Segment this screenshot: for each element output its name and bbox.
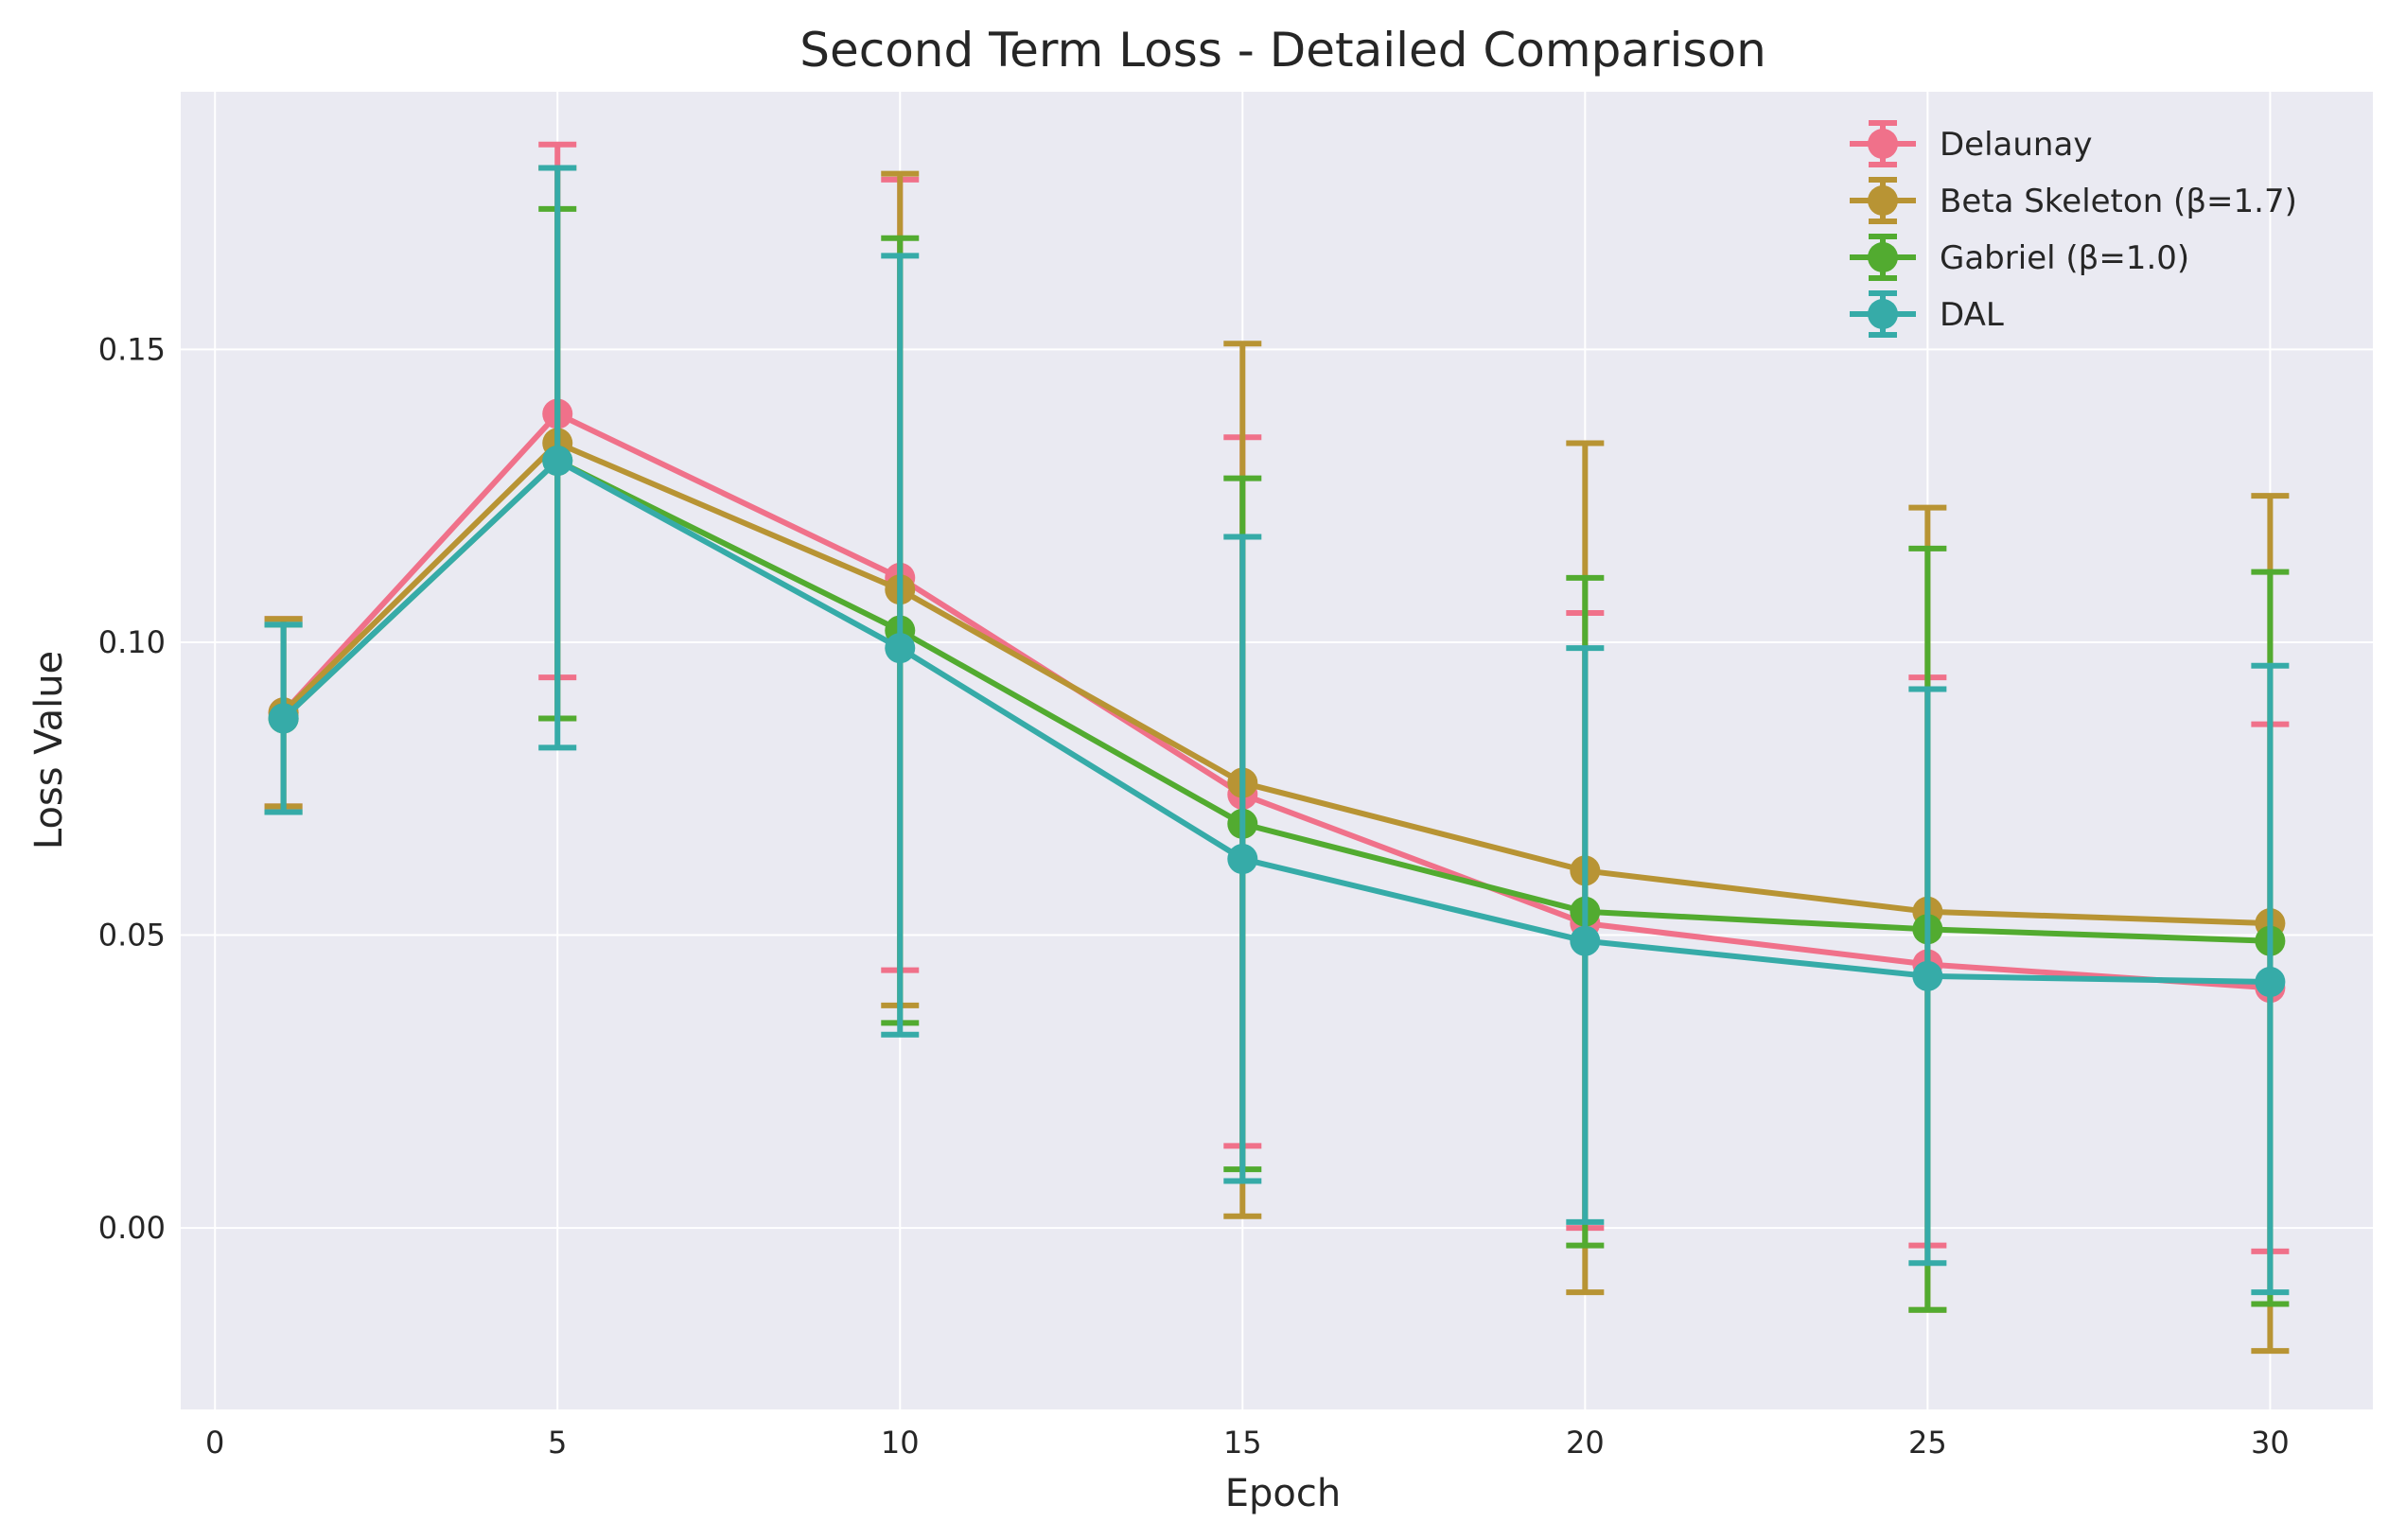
data-point-3-4 xyxy=(1570,925,1601,956)
x-tick-label-3: 15 xyxy=(1223,1425,1262,1461)
x-tick-label-6: 30 xyxy=(2251,1425,2290,1461)
data-point-3-3 xyxy=(1227,844,1258,875)
legend-entry-3: DAL xyxy=(1850,290,2004,338)
legend-entry-1: Beta Skeleton (β=1.7) xyxy=(1850,177,2297,224)
legend-label-3: DAL xyxy=(1940,296,2004,334)
x-tick-label-2: 10 xyxy=(881,1425,920,1461)
legend-label-1: Beta Skeleton (β=1.7) xyxy=(1940,183,2297,220)
legend: Delaunay Beta Skeleton (β=1.7) Gabriel (β=… xyxy=(1850,120,2297,338)
x-tick-label-5: 25 xyxy=(1908,1425,1947,1461)
legend-marker-1 xyxy=(1868,185,1898,216)
data-point-3-2 xyxy=(885,633,916,664)
x-tick-label-4: 20 xyxy=(1566,1425,1605,1461)
data-point-3-5 xyxy=(1912,960,1943,991)
data-point-3-1 xyxy=(542,446,573,477)
data-point-3-6 xyxy=(2255,967,2286,998)
legend-marker-0 xyxy=(1868,129,1898,159)
x-tick-label-0: 0 xyxy=(205,1425,224,1461)
plot-background xyxy=(181,92,2373,1409)
legend-entry-2: Gabriel (β=1.0) xyxy=(1850,234,2189,281)
y-tick-label-1: 0.05 xyxy=(98,918,166,954)
legend-marker-2 xyxy=(1868,242,1898,272)
x-axis-label: Epoch xyxy=(1225,1472,1341,1515)
series-layer xyxy=(264,141,2290,1355)
legend-label-0: Delaunay xyxy=(1940,126,2092,164)
y-tick-label-2: 0.10 xyxy=(98,624,166,660)
y-tick-label-3: 0.15 xyxy=(98,331,166,367)
y-axis-label: Loss Value xyxy=(27,651,71,849)
legend-entry-0: Delaunay xyxy=(1850,120,2092,167)
series-3 xyxy=(264,165,2290,1296)
y-tick-label-0: 0.00 xyxy=(98,1210,166,1246)
tick-labels: 0 5 10 15 20 25 30 0.00 0.05 0.10 0.15 xyxy=(98,331,2290,1461)
legend-label-2: Gabriel (β=1.0) xyxy=(1940,239,2189,277)
legend-marker-3 xyxy=(1868,299,1898,329)
chart-title: Second Term Loss - Detailed Comparison xyxy=(799,23,1766,78)
x-tick-label-1: 5 xyxy=(548,1425,567,1461)
data-point-3-0 xyxy=(268,703,299,734)
